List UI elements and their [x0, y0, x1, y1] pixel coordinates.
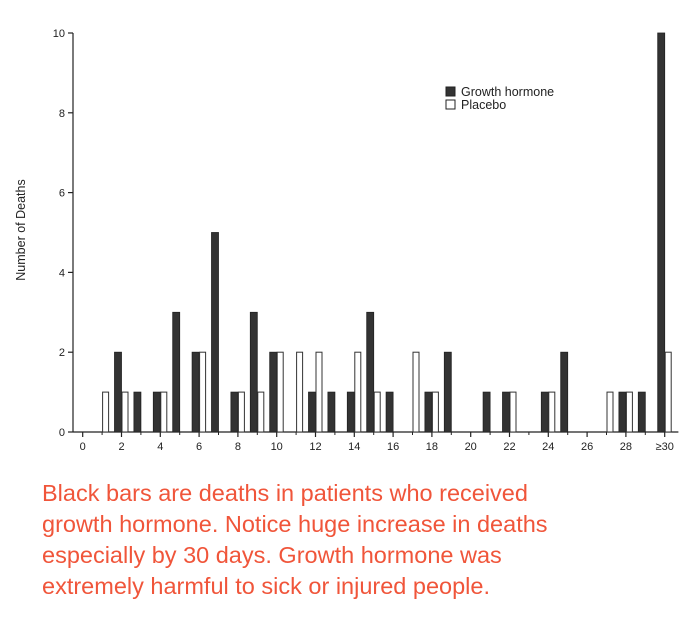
bar-growth-hormone-15	[366, 311, 375, 433]
y-tick-label: 6	[59, 188, 65, 200]
x-tick-label: 16	[387, 441, 399, 453]
bar-placebo-12	[315, 351, 323, 433]
bar-placebo-15	[373, 391, 381, 433]
bar-placebo-8	[237, 391, 245, 433]
x-axis: 0 2 4 6 8 10 12 14 16 18 20 22 24 26 28 ≥30	[73, 431, 679, 453]
bar-growth-hormone-22	[502, 391, 510, 433]
x-tick-label: 20	[465, 441, 477, 453]
bar-placebo-17	[412, 351, 420, 433]
bar-growth-hormone-29	[637, 391, 646, 433]
bar-placebo-1	[102, 391, 110, 433]
bar-growth-hormone-2	[114, 351, 122, 433]
bar-placebo-18	[431, 391, 439, 433]
x-tick-label: 6	[196, 441, 202, 453]
bar-growth-hormone-19	[443, 351, 452, 433]
bar-placebo-27	[606, 391, 614, 433]
bar-growth-hormone-28	[618, 391, 627, 433]
bar-placebo-≥30	[664, 351, 672, 433]
bar-growth-hormone-≥30	[657, 32, 666, 433]
bar-growth-hormone-9	[249, 311, 258, 433]
caption-line-1: Black bars are deaths in patients who re…	[42, 480, 528, 506]
bar-growth-hormone-25	[560, 351, 569, 433]
bar-growth-hormone-7	[211, 232, 219, 433]
bar-growth-hormone-6	[191, 351, 200, 433]
x-tick-label: 28	[620, 441, 632, 453]
caption: Black bars are deaths in patients who re…	[42, 478, 682, 602]
bar-placebo-10	[276, 351, 284, 433]
x-tick-label: 8	[235, 441, 241, 453]
bar-growth-hormone-4	[152, 391, 161, 433]
y-axis-label: Number of Deaths	[14, 179, 28, 280]
x-tick-label: 2	[118, 441, 124, 453]
x-tick-label: 24	[542, 441, 554, 453]
bar-placebo-2	[121, 391, 129, 433]
bar-placebo-28	[625, 391, 633, 433]
bar-placebo-24	[548, 391, 556, 433]
bars	[102, 32, 672, 433]
caption-line-2: growth hormone. Notice huge increase in …	[42, 511, 548, 537]
x-tick-label: 0	[80, 441, 86, 453]
bar-growth-hormone-10	[269, 351, 278, 433]
y-axis: 0 2 4 6 8 10	[53, 28, 74, 439]
y-tick-label: 2	[59, 347, 65, 359]
y-tick-label: 8	[59, 108, 65, 120]
legend-swatch-placebo	[445, 99, 456, 110]
legend-label-placebo: Placebo	[461, 98, 506, 112]
bar-placebo-14	[354, 351, 362, 433]
x-tick-label: 10	[271, 441, 283, 453]
bar-growth-hormone-24	[540, 391, 549, 433]
x-tick-label: 18	[426, 441, 438, 453]
bar-growth-hormone-5	[172, 311, 181, 433]
bar-growth-hormone-16	[385, 391, 394, 433]
bar-growth-hormone-21	[482, 391, 491, 433]
bar-placebo-6	[199, 351, 207, 433]
bar-growth-hormone-12	[308, 391, 316, 433]
bar-placebo-4	[160, 391, 168, 433]
x-tick-label: 26	[581, 441, 593, 453]
x-tick-label: ≥30	[656, 441, 674, 453]
bar-placebo-22	[509, 391, 517, 433]
legend-label-growth-hormone: Growth hormone	[461, 85, 554, 99]
bar-placebo-11	[296, 351, 304, 433]
bar-growth-hormone-18	[424, 391, 433, 433]
y-tick-label: 10	[53, 28, 65, 40]
legend-swatch-growth-hormone	[445, 86, 456, 97]
x-tick-label: 12	[309, 441, 321, 453]
x-tick-label: 22	[503, 441, 515, 453]
x-tick-label: 4	[157, 441, 163, 453]
bar-growth-hormone-14	[346, 391, 355, 433]
bar-placebo-9	[257, 391, 265, 433]
bar-growth-hormone-3	[133, 391, 142, 433]
caption-line-4: extremely harmful to sick or injured peo…	[42, 573, 491, 599]
y-tick-label: 4	[59, 267, 65, 279]
bar-growth-hormone-8	[230, 391, 239, 433]
x-tick-label: 14	[348, 441, 360, 453]
caption-line-3: especially by 30 days. Growth hormone wa…	[42, 542, 502, 568]
y-tick-label: 0	[59, 427, 65, 439]
bar-growth-hormone-13	[327, 391, 336, 433]
